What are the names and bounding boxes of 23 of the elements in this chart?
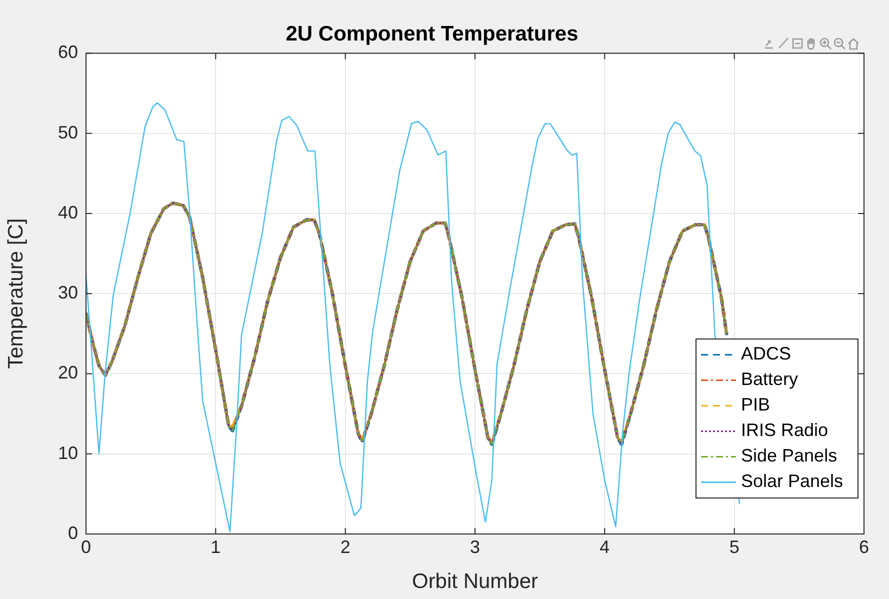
y-tick-label: 30 bbox=[58, 282, 78, 303]
legend-label: ADCS bbox=[741, 344, 792, 364]
legend-label: Solar Panels bbox=[741, 471, 844, 492]
x-tick-label: 2 bbox=[340, 536, 350, 557]
y-axis-title: Temperature [C] bbox=[4, 218, 28, 369]
y-tick-label: 0 bbox=[68, 522, 78, 543]
y-tick-label: 50 bbox=[58, 122, 78, 142]
y-tick-label: 20 bbox=[58, 362, 78, 383]
x-tick-label: 3 bbox=[470, 536, 480, 557]
legend-label: PIB bbox=[741, 394, 770, 415]
x-axis-title: Orbit Number bbox=[412, 570, 538, 594]
x-tick-label: 0 bbox=[80, 536, 92, 557]
y-tick-label: 10 bbox=[58, 442, 78, 463]
x-tick-label: 5 bbox=[729, 536, 740, 557]
x-tick-label: 6 bbox=[858, 536, 870, 557]
y-tick-label: 40 bbox=[58, 202, 78, 222]
legend-label: IRIS Radio bbox=[741, 420, 828, 440]
legend-label: Side Panels bbox=[741, 446, 838, 466]
y-tick-label: 60 bbox=[58, 42, 78, 62]
x-tick-label: 1 bbox=[210, 536, 221, 557]
chart-title: 2U Component Temperatures bbox=[286, 22, 578, 46]
legend-label: Battery bbox=[741, 369, 798, 390]
x-tick-label: 4 bbox=[600, 536, 610, 557]
